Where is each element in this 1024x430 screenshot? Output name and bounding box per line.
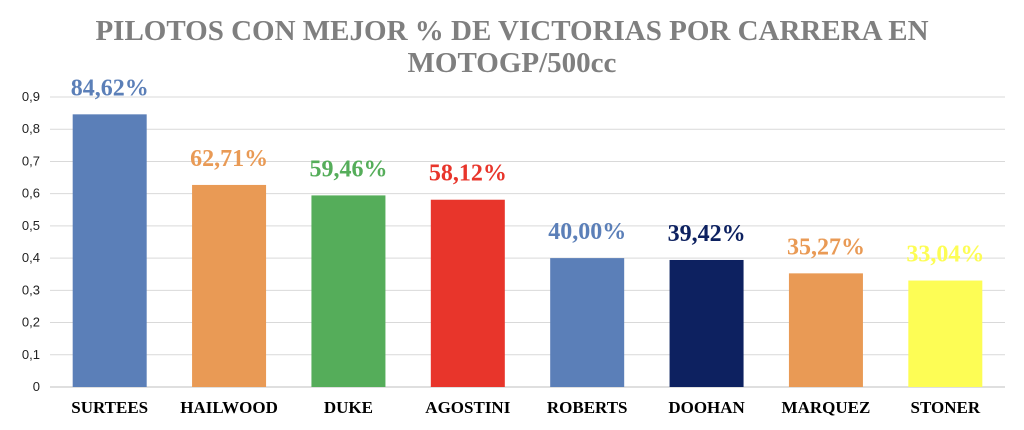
y-tick-label: 0,3 (22, 282, 40, 297)
data-label-surtees: 84,62% (71, 75, 149, 101)
category-label-agostini: AGOSTINI (425, 398, 510, 417)
category-label-stoner: STONER (911, 398, 981, 417)
y-tick-label: 0 (33, 379, 40, 394)
y-tick-label: 0,9 (22, 89, 40, 104)
x-axis-categories: SURTEES HAILWOOD DUKE AGOSTINI ROBERTS DOOHAN… (71, 398, 981, 417)
bar-marquez (788, 273, 863, 387)
y-tick-label: 0,5 (22, 218, 40, 233)
data-label-roberts: 40,00% (548, 219, 626, 245)
data-label-agostini: 58,12% (429, 161, 507, 187)
category-label-duke: DUKE (324, 398, 373, 417)
data-label-duke: 59,46% (309, 156, 387, 182)
data-label-marquez: 35,27% (787, 234, 865, 260)
category-label-marquez: MARQUEZ (782, 398, 871, 417)
y-tick-label: 0,7 (22, 153, 40, 168)
data-label-hailwood: 62,71% (190, 146, 268, 172)
y-tick-label: 0,1 (22, 347, 40, 362)
bar-stoner (908, 280, 983, 387)
category-label-doohan: DOOHAN (668, 398, 745, 417)
category-label-roberts: ROBERTS (547, 398, 628, 417)
bar-duke (311, 195, 386, 387)
y-tick-label: 0,4 (22, 250, 40, 265)
data-label-stoner: 33,04% (906, 242, 984, 268)
bar-hailwood (192, 184, 267, 387)
bar-doohan (669, 259, 744, 387)
category-label-surtees: SURTEES (71, 398, 148, 417)
data-labels: 84,62% 62,71% 59,46% 58,12% 40,00% 39,42% 35,2… (71, 75, 985, 267)
chart-title-line-2: MOTOGP/500cc (408, 47, 617, 79)
y-tick-label: 0,6 (22, 186, 40, 201)
category-label-hailwood: HAILWOOD (180, 398, 278, 417)
y-axis-ticks: 0 0,1 0,2 0,3 0,4 0,5 0,6 0,7 0,8 0,9 (22, 89, 40, 394)
chart-title-line-1: PILOTOS CON MEJOR % DE VICTORIAS POR CAR… (95, 15, 928, 47)
data-label-doohan: 39,42% (668, 221, 746, 247)
bar-surtees (72, 114, 147, 387)
y-tick-label: 0,2 (22, 315, 40, 330)
bar-agostini (430, 199, 505, 387)
bars (72, 114, 983, 387)
y-tick-label: 0,8 (22, 121, 40, 136)
bar-roberts (550, 258, 625, 387)
